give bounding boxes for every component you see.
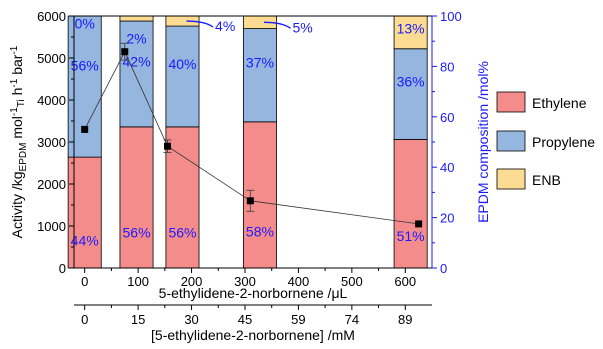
legend: Ethylene Propylene ENB — [496, 91, 595, 190]
x-top-tick-label: 0 — [81, 274, 88, 289]
bar-segment-ethylene — [67, 156, 102, 269]
x-top-tick-label: 400 — [288, 274, 310, 289]
y-left-title-part: mol — [9, 116, 25, 142]
y-left-title-part: -1 — [9, 45, 20, 54]
y-left-tick-label: 0 — [59, 261, 66, 276]
y-left-title-part: EPDM — [18, 143, 29, 172]
activity-point — [246, 197, 254, 205]
percent-label-propylene: 36% — [397, 74, 425, 90]
y-left-title-part: Ti — [16, 99, 27, 107]
percent-label-enb: 4% — [215, 18, 235, 34]
y-left-title-part: Activity /kg — [9, 171, 25, 238]
y-left-title-part: bar — [9, 54, 25, 78]
legend-label: Propylene — [532, 134, 595, 150]
percent-label-enb: 2% — [126, 31, 146, 47]
activity-series-layer — [81, 42, 423, 228]
x-bottom-axis-title: [5-ethylidene-2-norbornene] /mM — [151, 327, 355, 343]
x-top-tick-label: 300 — [234, 274, 256, 289]
x-bottom-tick-label: 15 — [131, 312, 145, 327]
y-left-tick-label: 1000 — [37, 219, 66, 234]
y-right-tick-label: 60 — [440, 110, 454, 125]
activity-point — [415, 220, 423, 228]
x-bottom-tick-label: 74 — [345, 312, 359, 327]
percent-label-ethylene: 44% — [71, 232, 99, 248]
percent-label-enb: 5% — [293, 19, 313, 35]
enb-callout-line — [186, 20, 214, 28]
y-left-tick-label: 4000 — [37, 93, 66, 108]
y-left-tick-label: 6000 — [37, 9, 66, 24]
y-right-tick-label: 80 — [440, 59, 454, 74]
activity-point — [81, 125, 89, 133]
percent-label-ethylene: 58% — [246, 223, 274, 239]
x-bottom-tick-label: 59 — [291, 312, 305, 327]
x-top-tick-label: 200 — [181, 274, 203, 289]
percent-label-propylene: 40% — [168, 56, 196, 72]
bar-segment-ethylene — [119, 126, 154, 269]
percent-label-propylene: 42% — [123, 53, 151, 69]
percent-labels-layer: 44% 56% 0% 56% 42% 2% 56% 40% 4% 58% 37% 5% 51% 36% 13… — [71, 16, 425, 249]
x-top-axis-title: 5-ethylidene-2-norbornene /μL — [159, 285, 348, 301]
percent-label-ethylene: 56% — [123, 225, 151, 241]
y-left-tick-label: 2000 — [37, 177, 66, 192]
y-right-tick-label: 0 — [440, 261, 447, 276]
percent-label-ethylene: 56% — [168, 225, 196, 241]
percent-label-ethylene: 51% — [397, 228, 425, 244]
activity-point — [121, 48, 129, 56]
y-left-axis-title: Activity /kgEPDM mol-1Ti h-1 bar-1 — [9, 45, 29, 238]
percent-label-propylene: 37% — [246, 55, 274, 71]
y-left-title-part: h — [9, 88, 25, 100]
y-left-tick-label: 3000 — [37, 135, 66, 150]
bar-segment-propylene — [242, 28, 277, 123]
y-left-title-part: -1 — [9, 107, 20, 116]
bar-segment-ethylene — [242, 121, 277, 269]
y-left-title-part: -1 — [9, 78, 20, 87]
x-bottom-tick-label: 89 — [398, 312, 412, 327]
percent-label-enb: 13% — [397, 21, 425, 37]
x-bottom-tick-label: 30 — [184, 312, 198, 327]
bar-segment-ethylene — [393, 139, 428, 269]
legend-swatch-ethylene — [496, 91, 526, 113]
x-top-tick-label: 100 — [127, 274, 149, 289]
bar-segment-propylene — [165, 25, 200, 128]
percent-label-enb: 0% — [75, 16, 95, 32]
x-top-tick-label: 500 — [341, 274, 363, 289]
y-right-tick-label: 40 — [440, 160, 454, 175]
bar-segment-enb — [393, 15, 428, 50]
legend-swatch-propylene — [496, 130, 526, 152]
x-bottom-tick-label: 0 — [81, 312, 88, 327]
bar-segment-propylene — [119, 20, 154, 128]
y-right-tick-label: 100 — [440, 9, 462, 24]
legend-label: ENB — [532, 172, 561, 188]
bar-segment-propylene — [393, 48, 428, 140]
bar-segment-enb — [119, 15, 154, 22]
percent-label-propylene: 56% — [71, 57, 99, 73]
y-left-tick-label: 5000 — [37, 51, 66, 66]
x-top-tick-label: 600 — [394, 274, 416, 289]
activity-point — [164, 142, 172, 150]
legend-swatch-enb — [496, 168, 526, 190]
legend-label: Ethylene — [532, 95, 587, 111]
x-bottom-tick-label: 45 — [238, 312, 252, 327]
enb-callout-line — [263, 21, 291, 29]
y-right-axis-title: EPDM composition /mol% — [475, 61, 491, 223]
y-right-tick-label: 20 — [440, 211, 454, 226]
